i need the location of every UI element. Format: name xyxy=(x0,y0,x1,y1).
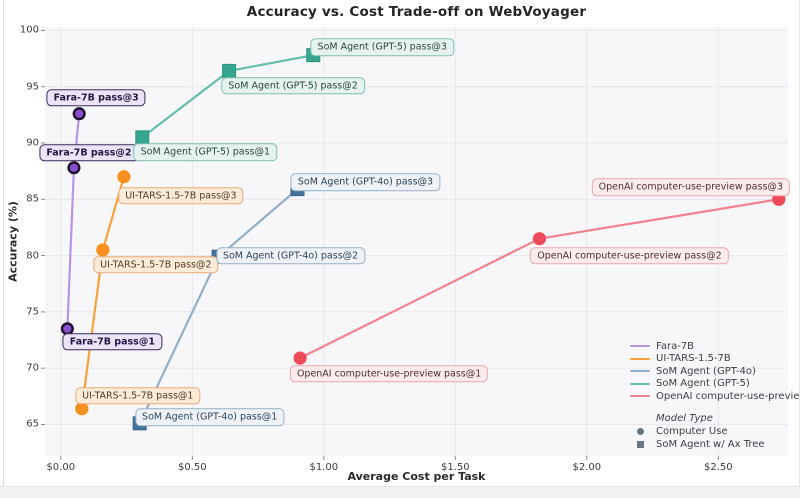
window-bottom-strip xyxy=(0,486,800,498)
square-glyph xyxy=(636,440,644,448)
legend-line-swatch xyxy=(630,382,650,385)
y-tick-label: 75 xyxy=(26,306,39,318)
point-label-fara-7b-pass-3: Fara-7B pass@3 xyxy=(46,88,146,107)
point-label-openai-computer-use-preview-pass-1: OpenAI computer-use-preview pass@1 xyxy=(289,365,489,383)
legend: Fara-7B UI-TARS-1.5-7B SoM Agent (GPT-4o) S… xyxy=(630,340,800,451)
x-tick-label: $2.50 xyxy=(703,462,733,473)
y-tick-label: 70 xyxy=(26,362,39,374)
y-tick-label: 100 xyxy=(19,24,39,36)
legend-label: Fara-7B xyxy=(656,340,695,352)
x-tick-label: $2.00 xyxy=(572,462,602,473)
legend-label: SoM Agent (GPT-5) xyxy=(656,378,750,390)
model-type-legend-title: Model Type xyxy=(656,412,713,424)
point-label-fara-7b-pass-2: Fara-7B pass@2 xyxy=(39,144,139,162)
square-marker-icon xyxy=(630,440,650,448)
legend-label: SoM Agent (GPT-4o) xyxy=(656,365,756,377)
circle-glyph xyxy=(636,428,644,436)
legend-line-swatch xyxy=(630,357,650,360)
chart-title: Accuracy vs. Cost Trade-off on WebVoyage… xyxy=(246,4,587,20)
legend-line-swatch xyxy=(630,345,650,348)
legend-item-ui-tars-1-5-7b: UI-TARS-1.5-7B xyxy=(630,353,800,366)
x-axis-title: Average Cost per Task xyxy=(347,470,486,483)
model-type-label: SoM Agent w/ Ax Tree xyxy=(656,438,765,450)
point-fara-7b-3 xyxy=(72,107,86,121)
point-ui-tars-1-5-7b-2 xyxy=(96,243,110,257)
model-type-item-som-agent-w-ax-tree: SoM Agent w/ Ax Tree xyxy=(630,438,800,451)
point-ui-tars-1-5-7b-3 xyxy=(117,170,131,184)
x-tick-label: $1.00 xyxy=(309,462,339,473)
legend-line-swatch xyxy=(630,395,650,398)
point-label-ui-tars-1-5-7b-pass-3: UI-TARS-1.5-7B pass@3 xyxy=(118,187,244,205)
x-tick-label: $1.50 xyxy=(440,462,470,473)
legend-item-fara-7b: Fara-7B xyxy=(630,340,800,353)
point-label-ui-tars-1-5-7b-pass-1: UI-TARS-1.5-7B pass@1 xyxy=(75,387,201,405)
point-openai-computer-use-preview-3 xyxy=(772,192,786,206)
point-som-agent-gpt-5-1 xyxy=(135,130,150,145)
legend-label: UI-TARS-1.5-7B xyxy=(656,353,731,365)
point-openai-computer-use-preview-2 xyxy=(532,232,547,246)
legend-item-som-agent-gpt-5: SoM Agent (GPT-5) xyxy=(630,378,800,391)
point-som-agent-gpt-5-2 xyxy=(222,63,237,78)
point-label-som-agent-gpt-5-pass-2: SoM Agent (GPT-5) pass@2 xyxy=(221,77,365,95)
legend-label: OpenAI computer-use-preview xyxy=(656,390,800,402)
legend-line-swatch xyxy=(630,370,650,373)
y-tick-label: 95 xyxy=(26,81,39,93)
point-fara-7b-2 xyxy=(67,161,81,175)
legend-item-openai-computer-use-preview: OpenAI computer-use-preview xyxy=(630,390,800,403)
point-openai-computer-use-preview-1 xyxy=(293,351,307,365)
window-left-edge xyxy=(3,0,4,486)
point-label-openai-computer-use-preview-pass-2: OpenAI computer-use-preview pass@2 xyxy=(530,246,729,265)
point-label-ui-tars-1-5-7b-pass-2: UI-TARS-1.5-7B pass@2 xyxy=(93,256,219,274)
y-tick-label: 85 xyxy=(26,193,39,205)
legend-item-som-agent-gpt-4o: SoM Agent (GPT-4o) xyxy=(630,365,800,378)
point-label-som-agent-gpt-5-pass-3: SoM Agent (GPT-5) pass@3 xyxy=(310,38,454,56)
point-label-openai-computer-use-preview-pass-3: OpenAI computer-use-preview pass@3 xyxy=(591,178,790,196)
y-tick-label: 90 xyxy=(26,137,39,149)
y-tick-label: 65 xyxy=(26,418,39,430)
plot-background xyxy=(45,27,788,456)
point-label-fara-7b-pass-1: Fara-7B pass@1 xyxy=(62,333,162,351)
y-tick-label: 80 xyxy=(26,250,39,262)
model-type-item-computer-use: Computer Use xyxy=(630,426,800,439)
model-type-label: Computer Use xyxy=(656,426,728,438)
point-ui-tars-1-5-7b-1 xyxy=(75,402,89,416)
x-tick-label: $0.00 xyxy=(46,462,76,473)
x-tick-label: $0.50 xyxy=(177,462,207,473)
point-label-som-agent-gpt-5-pass-1: SoM Agent (GPT-5) pass@1 xyxy=(133,143,278,162)
point-label-som-agent-gpt-4o-pass-1: SoM Agent (GPT-4o) pass@1 xyxy=(135,408,285,427)
point-label-som-agent-gpt-4o-pass-3: SoM Agent (GPT-4o) pass@3 xyxy=(290,173,441,191)
point-label-som-agent-gpt-4o-pass-2: SoM Agent (GPT-4o) pass@2 xyxy=(215,246,366,265)
circle-marker-icon xyxy=(630,428,650,436)
